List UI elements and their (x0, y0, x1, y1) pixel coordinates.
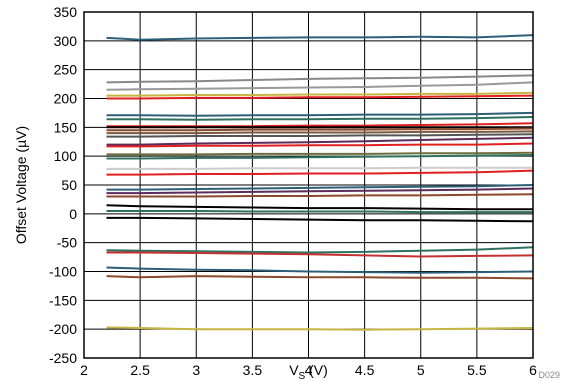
series-line-26 (106, 251, 534, 258)
series-line-28 (106, 275, 534, 280)
plot-frame (83, 11, 534, 359)
series-line-1 (106, 34, 534, 41)
y-tick-label-11: -200 (49, 321, 77, 337)
series-line-24 (106, 216, 534, 223)
series-line-17 (106, 166, 533, 170)
series-line-22 (106, 204, 533, 211)
x-tick-label-1: 2.5 (130, 362, 150, 378)
y-tick-label-6: 50 (61, 177, 77, 193)
series-line-29 (106, 326, 534, 331)
x-tick-label-8: 6 (529, 362, 537, 378)
grid (83, 11, 534, 359)
x-tick-label-0: 2 (80, 362, 88, 378)
series-line-2 (106, 74, 534, 84)
y-tick-label-10: -150 (49, 292, 77, 308)
y-tick-label-0: 350 (54, 4, 78, 20)
y-tick-label-3: 200 (54, 91, 78, 107)
x-tick-label-2: 3 (192, 362, 200, 378)
x-tick-label-7: 5.5 (467, 362, 487, 378)
series-line-19 (106, 184, 534, 191)
x-axis-title-subscript: S (299, 371, 306, 381)
series-line-12 (106, 133, 534, 138)
series-line-4 (106, 91, 534, 97)
x-axis-title-suffix: (V) (305, 362, 328, 378)
series-lines (106, 34, 534, 331)
series-line-13 (106, 136, 534, 146)
series-line-7 (106, 116, 534, 121)
x-axis-title-main: V (289, 362, 299, 378)
series-line-8 (106, 122, 534, 128)
y-tick-label-7: 0 (69, 206, 77, 222)
series-line-23 (106, 210, 533, 214)
series-line-27 (106, 266, 534, 274)
series-line-20 (106, 187, 534, 195)
series-line-6 (106, 111, 534, 117)
y-tick-label-1: 300 (54, 33, 78, 49)
y-tick-labels: 350 300 250 200 150 100 50 0 -50 -100 -150 -200 -250 (49, 4, 77, 366)
series-line-5 (106, 94, 534, 100)
x-tick-label-6: 5 (417, 362, 425, 378)
figure-footnote: D029 (538, 370, 560, 380)
series-line-10 (106, 127, 534, 132)
series-line-21 (106, 193, 534, 198)
series-line-11 (106, 130, 534, 135)
x-tick-labels: 2 2.5 3 3.5 4 4.5 5 5.5 6 (80, 362, 537, 378)
x-tick-label-5: 4.5 (355, 362, 375, 378)
y-tick-label-9: -100 (49, 264, 77, 280)
x-tick-label-4: 4 (305, 362, 313, 378)
series-line-14 (106, 142, 534, 148)
series-line-25 (106, 246, 534, 254)
series-line-15 (106, 154, 534, 160)
series-line-3 (106, 81, 534, 91)
y-tick-label-4: 150 (54, 119, 78, 135)
y-tick-label-5: 100 (54, 148, 78, 164)
y-tick-label-2: 250 (54, 62, 78, 78)
y-tick-label-8: -50 (57, 235, 77, 251)
series-line-16 (106, 151, 534, 156)
series-line-18 (106, 169, 534, 176)
y-axis-title: Offset Voltage (µV) (13, 126, 29, 244)
y-tick-label-12: -250 (49, 350, 77, 366)
x-tick-label-3: 3.5 (243, 362, 263, 378)
x-axis-title: VS (V) (289, 362, 328, 381)
